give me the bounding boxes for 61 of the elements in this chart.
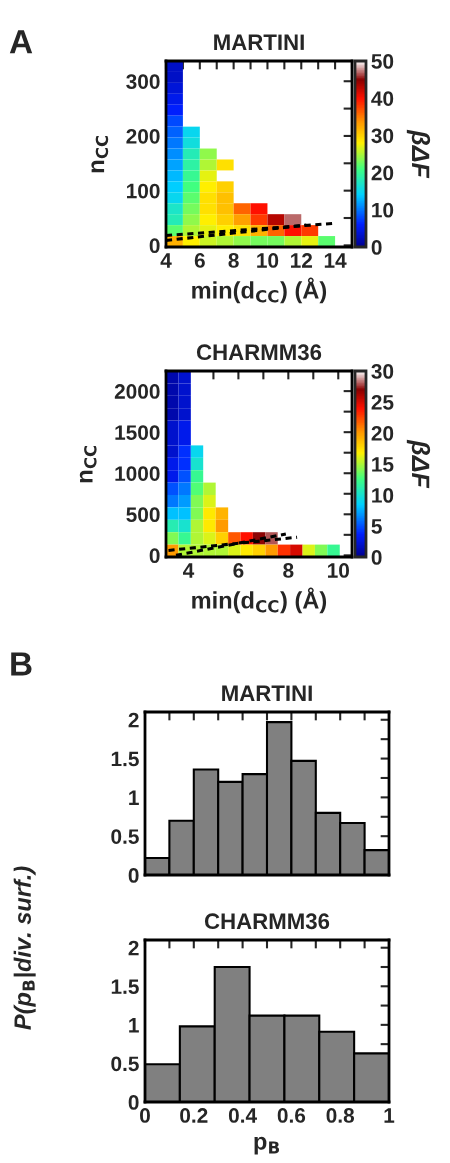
y-tick-label: 0.5 (111, 829, 139, 844)
y-tick-label: 1.5 (111, 979, 139, 995)
y-tick-label: 1.5 (111, 751, 139, 767)
x-tick-label: 4 (182, 563, 195, 578)
y-tick-label: 500 (126, 507, 160, 523)
x-tick-label: 0.6 (277, 1108, 306, 1123)
x-tick-label: 0.4 (228, 1108, 257, 1123)
x-tick-label: 1 (384, 1108, 395, 1123)
color-bar-label: 30 (371, 128, 394, 144)
y-tick-label: 2 (128, 712, 139, 728)
x-tick-label: 8 (283, 563, 294, 578)
y-tick-label: 1 (129, 1018, 139, 1033)
text: A (9, 30, 33, 54)
y-axis-title: n$_{CC}$ (79, 445, 97, 483)
color-bar-label: 50 (371, 54, 394, 69)
color-bar-label: 30 (371, 364, 394, 379)
y-tick-label: 0 (149, 548, 160, 564)
y-tick-label: 100 (127, 183, 160, 199)
chart-title: CHARMM36 (196, 344, 322, 361)
color-bar-label: 40 (371, 91, 394, 106)
y-tick-label: 1000 (115, 466, 160, 481)
y-tick-label: 0.5 (111, 1056, 139, 1072)
x-tick-label: 0.2 (180, 1108, 208, 1123)
color-bar-title: βΔF (406, 129, 431, 179)
x-axis-title: min(d$_{CC}$) (Å) (192, 587, 327, 614)
x-tick-label: 4 (160, 253, 172, 268)
y-axis-title: P(p$_{B}$|div. surf.) (13, 866, 36, 1030)
x-axis-title: min(d$_{CC}$) (Å) (192, 277, 327, 304)
color-bar-label: 10 (372, 202, 394, 218)
chart-title: MARTINI (214, 34, 304, 50)
color-bar-label: 20 (371, 426, 394, 441)
color-bar-label: 10 (372, 488, 394, 503)
x-tick-label: 0.8 (326, 1108, 355, 1123)
x-tick-label: 8 (228, 253, 239, 268)
y-tick-label: 2 (128, 940, 139, 956)
y-tick-label: 0 (149, 238, 160, 254)
text: B (11, 652, 32, 676)
color-bar-label: 5 (371, 519, 382, 534)
color-bar-label: 0 (371, 550, 382, 565)
y-tick-label: 300 (126, 74, 160, 90)
y-tick-label: 0 (128, 1095, 139, 1110)
y-tick-label: 2000 (114, 384, 160, 399)
x-tick-label: 14 (324, 253, 347, 268)
color-bar-title: βΔF (406, 439, 431, 489)
y-tick-label: 200 (126, 128, 160, 144)
chart-title: CHARMM36 (204, 913, 330, 930)
y-tick-label: 1 (129, 790, 139, 805)
y-tick-label: 0 (128, 868, 139, 883)
x-axis-title: p$_{B}$ (254, 1136, 280, 1155)
color-bar-label: 15 (372, 457, 394, 472)
color-bar-label: 25 (371, 395, 394, 410)
color-bar-label: 0 (371, 240, 382, 255)
x-tick-label: 6 (233, 563, 244, 578)
color-bar-label: 20 (371, 165, 394, 181)
chart-title: MARTINI (222, 685, 312, 701)
x-tick-label: 12 (291, 253, 313, 268)
x-tick-label: 10 (257, 253, 279, 268)
y-axis-title: n$_{CC}$ (91, 135, 109, 173)
x-tick-label: 10 (328, 563, 349, 578)
x-tick-label: 6 (194, 253, 205, 268)
y-tick-label: 1500 (115, 425, 160, 440)
